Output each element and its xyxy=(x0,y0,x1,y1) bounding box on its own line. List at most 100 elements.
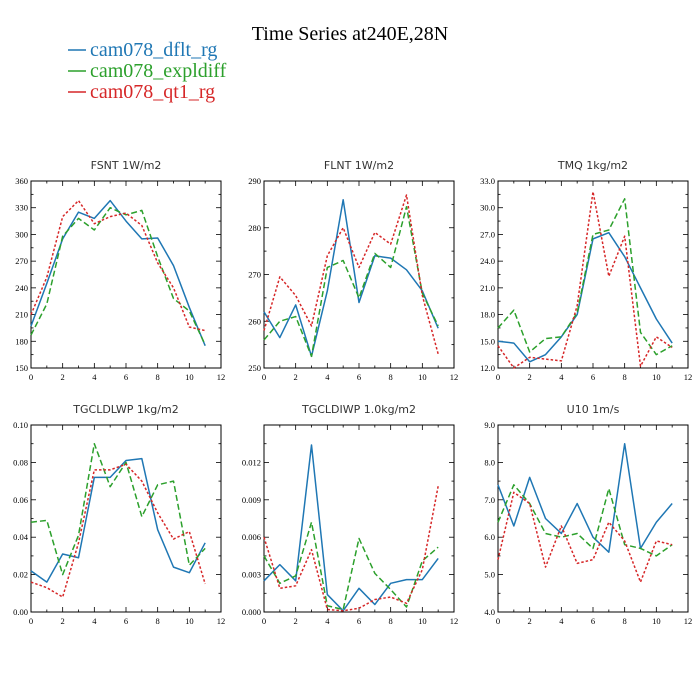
x-tick-label: 4 xyxy=(559,616,564,626)
y-tick-label: 5.0 xyxy=(484,570,495,580)
y-tick-label: 150 xyxy=(15,363,28,373)
x-tick-label: 4 xyxy=(559,372,564,382)
y-tick-label: 360 xyxy=(15,176,28,186)
series-line-cam078_dflt_rg xyxy=(497,231,673,363)
x-tick-label: 6 xyxy=(357,616,361,626)
y-tick-label: 18.0 xyxy=(480,310,495,320)
series-line-cam078_dflt_rg xyxy=(263,444,439,612)
series-line-cam078_expldiff xyxy=(263,521,439,611)
series-line-cam078_expldiff xyxy=(497,198,673,356)
y-tick-label: 27.0 xyxy=(480,229,495,239)
y-tick-label: 0.006 xyxy=(242,532,261,542)
y-tick-label: 9.0 xyxy=(484,420,495,430)
series-line-cam078_qt1_rg xyxy=(263,194,439,355)
y-tick-label: 4.0 xyxy=(484,607,495,617)
x-tick-label: 6 xyxy=(591,372,595,382)
x-tick-label: 10 xyxy=(185,616,194,626)
y-tick-label: 330 xyxy=(15,203,28,213)
y-tick-label: 0.003 xyxy=(242,570,261,580)
x-tick-label: 2 xyxy=(294,372,298,382)
chart-panels: FSNT 1W/m20 2 4 6 8 10 12150180210240270300330… xyxy=(13,159,692,626)
x-tick-label: 4 xyxy=(325,372,330,382)
series-line-cam078_expldiff xyxy=(30,442,206,576)
series-line-cam078_dflt_rg xyxy=(30,457,206,583)
panel-1: FLNT 1W/m2 0 2 4 6 8 10 12 250 260 270 280 290 xyxy=(248,159,458,382)
plot-frame xyxy=(30,424,222,613)
panel-3: TGCLDLWP 1kg/m2 0 2 4 6 8 10 12 0.00 0.02 0.04 0.06… xyxy=(13,403,225,626)
x-tick-label: 10 xyxy=(185,372,194,382)
x-tick-label: 8 xyxy=(156,372,160,382)
panel-title: U10 1m/s xyxy=(567,403,620,416)
x-tick-label: 2 xyxy=(528,372,532,382)
y-tick-label: 0.000 xyxy=(242,607,261,617)
x-tick-label: 6 xyxy=(357,372,361,382)
plot-frame xyxy=(497,180,689,369)
y-tick-label: 15.0 xyxy=(480,336,495,346)
x-tick-label: 0 xyxy=(262,372,266,382)
panel-2: TMQ 1kg/m2 0 2 4 6 8 10 12 12.0 15.0 18.0 21.0 24.0 2… xyxy=(480,159,692,382)
series-line-cam078_dflt_rg xyxy=(497,442,673,553)
panel-5: U10 1m/s 0 2 4 6 8 10 12 4.0 5.0 6.0 7.0 8.0 9.0 xyxy=(484,403,692,626)
x-tick-label: 0 xyxy=(496,372,500,382)
series-line-cam078_dflt_rg xyxy=(30,199,206,347)
y-tick-label: 260 xyxy=(248,316,261,326)
y-tick-label: 21.0 xyxy=(480,283,495,293)
y-tick-label: 250 xyxy=(248,363,261,373)
x-tick-label: 4 xyxy=(92,372,97,382)
x-tick-label: 12 xyxy=(450,616,459,626)
y-tick-label: 0.06 xyxy=(13,495,28,505)
x-tick-label: 8 xyxy=(156,616,160,626)
y-tick-label: 270 xyxy=(15,256,28,266)
legend: cam078_dflt_rgcam078_expldiffcam078_qt1_… xyxy=(68,39,227,103)
panel-title: FSNT 1W/m2 xyxy=(91,159,162,172)
y-tick-label: 0.08 xyxy=(13,457,28,467)
legend-entry-0: cam078_dflt_rg xyxy=(90,39,217,61)
y-tick-label: 24.0 xyxy=(480,256,495,266)
x-tick-label: 2 xyxy=(61,616,65,626)
panel-title: TGCLDIWP 1.0kg/m2 xyxy=(301,403,416,416)
x-tick-label: 12 xyxy=(450,372,459,382)
series-line-cam078_dflt_rg xyxy=(263,198,439,358)
y-tick-label: 7.0 xyxy=(484,495,495,505)
plot-frame xyxy=(263,180,455,369)
y-tick-label: 0.009 xyxy=(242,495,261,505)
x-tick-label: 6 xyxy=(124,616,128,626)
y-tick-label: 6.0 xyxy=(484,532,495,542)
x-tick-label: 10 xyxy=(418,616,427,626)
y-tick-label: 0.00 xyxy=(13,607,28,617)
x-tick-label: 12 xyxy=(684,616,693,626)
series-line-cam078_qt1_rg xyxy=(497,491,673,583)
y-tick-label: 30.0 xyxy=(480,203,495,213)
series-line-cam078_expldiff xyxy=(497,484,673,557)
series-line-cam078_qt1_rg xyxy=(30,463,206,598)
x-tick-label: 6 xyxy=(124,372,128,382)
x-tick-label: 10 xyxy=(418,372,427,382)
figure-title: Time Series at240E,28N xyxy=(252,23,448,45)
y-tick-label: 0.10 xyxy=(13,420,28,430)
x-tick-label: 0 xyxy=(262,616,266,626)
series-line-cam078_expldiff xyxy=(263,205,439,358)
x-tick-label: 12 xyxy=(217,372,226,382)
x-tick-label: 8 xyxy=(389,372,393,382)
x-tick-label: 12 xyxy=(684,372,693,382)
y-tick-label: 210 xyxy=(15,310,28,320)
panel-4: TGCLDIWP 1.0kg/m2 0 2 4 6 8 10 12 0.000 0.003 0.00… xyxy=(242,403,458,626)
legend-entry-2: cam078_qt1_rg xyxy=(90,81,215,103)
x-tick-label: 0 xyxy=(29,372,33,382)
y-tick-label: 0.04 xyxy=(13,532,29,542)
x-tick-label: 8 xyxy=(623,372,627,382)
y-tick-label: 0.02 xyxy=(13,570,28,580)
x-tick-label: 0 xyxy=(496,616,500,626)
x-tick-label: 0 xyxy=(29,616,33,626)
x-tick-label: 10 xyxy=(652,616,661,626)
y-tick-label: 8.0 xyxy=(484,457,495,467)
y-tick-label: 240 xyxy=(15,283,28,293)
y-tick-label: 33.0 xyxy=(480,176,495,186)
y-tick-label: 0.012 xyxy=(242,457,261,467)
y-tick-label: 280 xyxy=(248,223,261,233)
panel-title: FLNT 1W/m2 xyxy=(324,159,394,172)
x-tick-label: 8 xyxy=(623,616,627,626)
y-tick-label: 300 xyxy=(15,229,28,239)
x-tick-label: 12 xyxy=(217,616,226,626)
